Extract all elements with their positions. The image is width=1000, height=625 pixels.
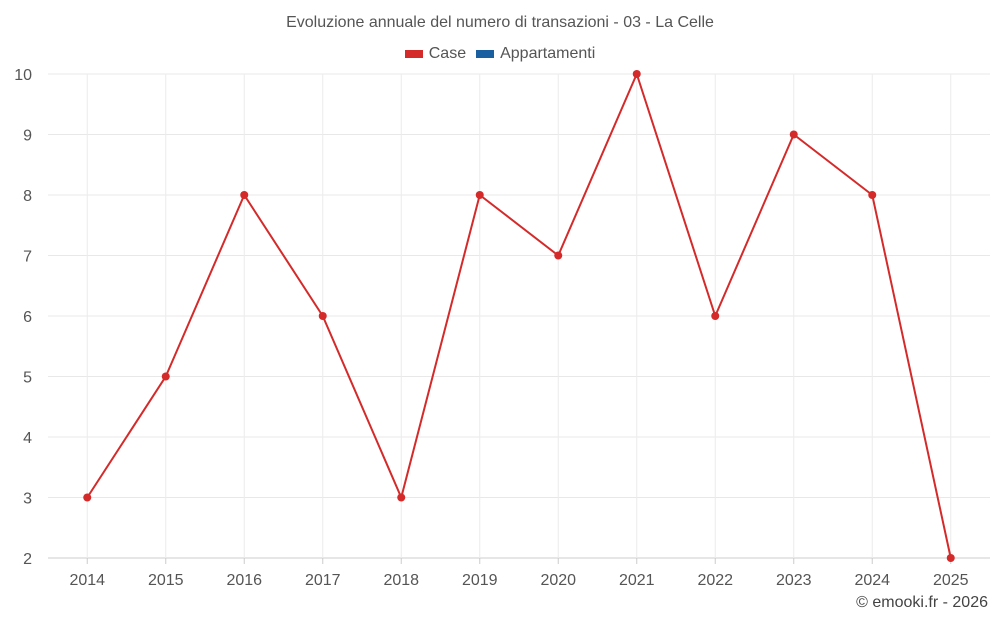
credit-text: © emooki.fr - 2026 [856,594,988,611]
data-point [83,493,92,502]
y-tick-label: 3 [23,491,32,508]
x-tick-label: 2016 [226,572,262,589]
data-point [711,312,720,320]
legend-swatch-case [404,50,423,58]
x-tick-label: 2017 [305,572,341,589]
x-tick-label: 2023 [776,572,812,589]
chart-title: Evoluzione annuale del numero di transaz… [286,14,714,31]
x-tick-label: 2021 [619,572,655,589]
x-tick-label: 2024 [854,572,890,589]
y-tick-label: 10 [14,67,32,84]
y-tick-label: 2 [23,551,32,568]
x-tick-label: 2019 [462,572,498,589]
x-tick-label: 2025 [933,572,969,589]
legend-item-case[interactable]: Case [404,45,467,63]
data-point [632,70,641,78]
data-point [554,251,563,260]
data-point [475,191,484,199]
legend-swatch-appartamenti [476,50,495,58]
y-tick-label: 6 [23,309,32,326]
legend-label-appartamenti: Appartamenti [500,45,596,62]
x-tick-label: 2014 [69,572,105,589]
data-point [318,312,327,320]
data-point [946,554,955,562]
y-tick-label: 8 [23,188,32,205]
series-line-case [86,73,952,559]
data-point [240,191,249,199]
y-tick-label: 7 [23,249,32,266]
y-tick-label: 5 [23,370,32,387]
legend-item-appartamenti[interactable]: Appartamenti [476,45,595,63]
x-tick-label: 2015 [148,572,184,589]
x-tick-label: 2022 [697,572,733,589]
x-tick-label: 2020 [540,572,576,589]
legend: Case Appartamenti [0,45,1000,63]
data-point [868,191,877,199]
x-tick-label: 2018 [383,572,419,589]
y-tick-label: 9 [23,128,32,145]
legend-label-case: Case [428,45,467,62]
data-point [789,130,798,139]
y-tick-label: 4 [23,430,32,447]
data-point [397,493,406,502]
data-point [161,372,170,381]
